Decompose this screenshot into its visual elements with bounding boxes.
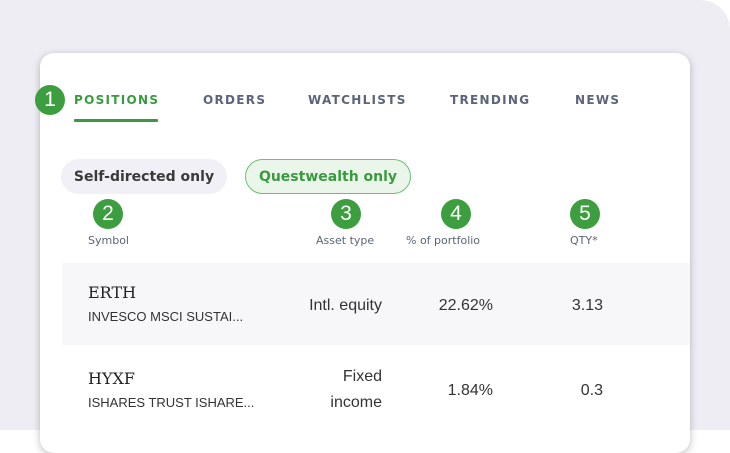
symbol: ERTH (88, 283, 137, 302)
tab-news[interactable]: NEWS (575, 93, 621, 107)
symbol-header[interactable]: Symbol (88, 234, 129, 247)
qty: 3.13 (571, 297, 603, 314)
asset-type: Intl. equity (309, 297, 382, 314)
table-row[interactable]: HYXF ISHARES TRUST ISHARE... Fixed incom… (62, 345, 690, 427)
qty: 0.3 (580, 382, 603, 399)
table-row[interactable]: ERTH INVESCO MSCI SUSTAI... Intl. equity… (62, 263, 690, 345)
qty-header[interactable]: QTY* (570, 234, 598, 247)
positions-card: POSITIONS ORDERS WATCHLISTS TRENDING NEW… (40, 53, 690, 453)
tab-orders[interactable]: ORDERS (203, 93, 267, 107)
security-name: INVESCO MSCI SUSTAI... (88, 309, 244, 324)
step-badge-5: 5 (570, 199, 600, 229)
step-badge-3: 3 (331, 199, 361, 229)
asset-type-line1: Fixed (342, 368, 382, 385)
tab-positions[interactable]: POSITIONS (74, 93, 160, 107)
step-badge-2: 2 (93, 199, 123, 229)
active-tab-indicator (74, 119, 158, 122)
step-badge-1: 1 (35, 85, 65, 115)
asset-type-header[interactable]: Asset type (316, 234, 375, 247)
percent: 22.62% (438, 297, 493, 314)
tab-trending[interactable]: TRENDING (450, 93, 531, 107)
symbol: HYXF (88, 369, 136, 388)
tab-watchlists[interactable]: WATCHLISTS (308, 93, 407, 107)
percent-header[interactable]: % of portfolio (406, 234, 481, 247)
asset-type-line2: income (330, 394, 382, 411)
self-directed-filter[interactable]: Self-directed only (61, 159, 227, 194)
security-name: ISHARES TRUST ISHARE... (88, 395, 255, 410)
step-badge-4: 4 (441, 199, 471, 229)
questwealth-filter[interactable]: Questwealth only (245, 159, 411, 194)
percent: 1.84% (447, 382, 493, 399)
